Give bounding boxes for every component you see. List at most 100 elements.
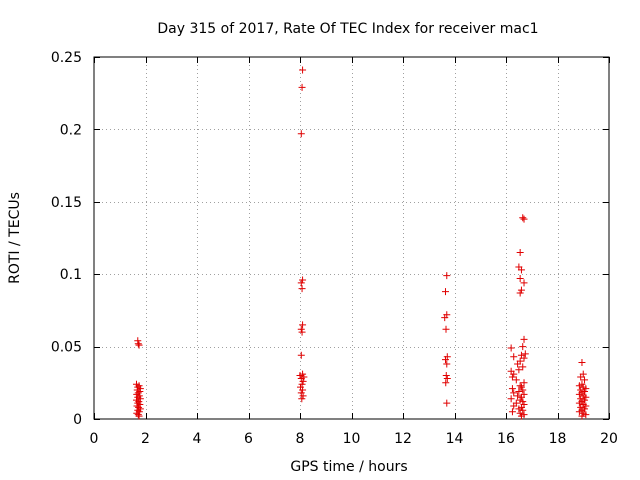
data-point xyxy=(519,343,527,351)
data-point xyxy=(516,409,524,417)
data-point xyxy=(134,337,142,345)
data-point xyxy=(298,380,306,388)
data-point xyxy=(520,279,528,287)
data-point xyxy=(297,389,305,397)
data-point xyxy=(508,385,516,393)
data-point xyxy=(507,395,515,403)
x-tick-label: 20 xyxy=(600,431,618,447)
data-point xyxy=(520,215,528,223)
plot-frame xyxy=(93,56,610,420)
data-point xyxy=(298,285,306,293)
data-point xyxy=(514,360,522,368)
data-point xyxy=(519,398,527,406)
data-point xyxy=(297,325,305,333)
data-point xyxy=(582,402,590,410)
data-point xyxy=(443,353,451,361)
data-point xyxy=(136,385,144,393)
data-point xyxy=(508,408,516,416)
data-point xyxy=(443,399,451,407)
data-point xyxy=(299,276,307,284)
data-point xyxy=(441,356,449,364)
data-point xyxy=(443,374,451,382)
data-point xyxy=(299,386,307,394)
data-point xyxy=(299,66,307,74)
x-axis-label: GPS time / hours xyxy=(290,459,407,475)
data-point xyxy=(581,376,589,384)
data-point xyxy=(296,372,304,380)
data-point xyxy=(521,350,529,358)
y-axis-label: ROTI / TECUs xyxy=(7,192,23,284)
data-point xyxy=(575,399,583,407)
data-point xyxy=(582,385,590,393)
data-point xyxy=(298,328,306,336)
data-point xyxy=(297,279,305,287)
data-point xyxy=(299,392,307,400)
data-point xyxy=(298,83,306,91)
data-point xyxy=(442,372,450,380)
x-tick-label: 12 xyxy=(394,431,412,447)
data-point xyxy=(135,403,143,411)
data-point xyxy=(443,360,451,368)
data-point xyxy=(515,405,523,413)
data-point xyxy=(297,374,305,382)
data-point xyxy=(515,387,523,395)
data-point xyxy=(517,383,525,391)
y-tick-label: 0.05 xyxy=(51,340,82,356)
y-tick-label: 0 xyxy=(73,412,82,428)
data-point xyxy=(299,321,307,329)
x-tick-label: 16 xyxy=(497,431,515,447)
data-point xyxy=(134,411,142,419)
data-point xyxy=(517,286,525,294)
data-point xyxy=(514,392,522,400)
data-point xyxy=(133,402,141,410)
data-point xyxy=(135,341,143,349)
data-point xyxy=(575,408,583,416)
data-point xyxy=(519,214,527,222)
data-point xyxy=(443,272,451,280)
data-point xyxy=(134,389,142,397)
data-point xyxy=(519,363,527,371)
data-point xyxy=(299,377,307,385)
chart-title: Day 315 of 2017, Rate Of TEC Index for r… xyxy=(157,21,538,37)
data-point xyxy=(577,395,585,403)
data-point xyxy=(519,386,527,394)
data-point xyxy=(135,382,143,390)
data-point xyxy=(517,393,525,401)
x-tick-label: 4 xyxy=(193,431,202,447)
data-point xyxy=(510,353,518,361)
x-tick-label: 0 xyxy=(90,431,99,447)
y-tick-label: 0.1 xyxy=(60,267,82,283)
data-point xyxy=(516,275,524,283)
data-point xyxy=(516,382,524,390)
data-point xyxy=(582,393,590,401)
data-point xyxy=(515,366,523,374)
data-point xyxy=(441,288,449,296)
data-point xyxy=(577,403,585,411)
data-point xyxy=(135,412,143,420)
data-point xyxy=(510,370,518,378)
data-point xyxy=(575,382,583,390)
data-point xyxy=(442,379,450,387)
data-point xyxy=(516,248,524,256)
data-point xyxy=(520,354,528,362)
data-points xyxy=(132,66,590,420)
data-point xyxy=(517,266,525,274)
data-point xyxy=(134,406,142,414)
x-tick-label: 6 xyxy=(244,431,253,447)
data-point xyxy=(442,325,450,333)
data-point xyxy=(577,386,585,394)
data-point xyxy=(508,373,516,381)
data-point xyxy=(297,351,305,359)
data-point xyxy=(134,340,142,348)
data-point xyxy=(510,402,518,410)
data-point xyxy=(298,395,306,403)
data-point xyxy=(136,387,144,395)
data-point xyxy=(297,130,305,138)
axis-ticks: 0 2 4 6 8 10 12 14 16 18 20 0 0.05 0.1 0.15 0.2 0.25 xyxy=(51,50,618,447)
x-tick-label: 2 xyxy=(141,431,150,447)
y-tick-label: 0.2 xyxy=(60,122,82,138)
data-point xyxy=(512,376,520,384)
x-tick-label: 10 xyxy=(343,431,361,447)
y-tick-label: 0.15 xyxy=(51,195,82,211)
